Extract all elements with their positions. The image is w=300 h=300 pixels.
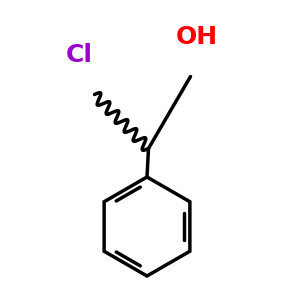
Text: Cl: Cl bbox=[66, 44, 93, 68]
Text: OH: OH bbox=[176, 26, 218, 50]
